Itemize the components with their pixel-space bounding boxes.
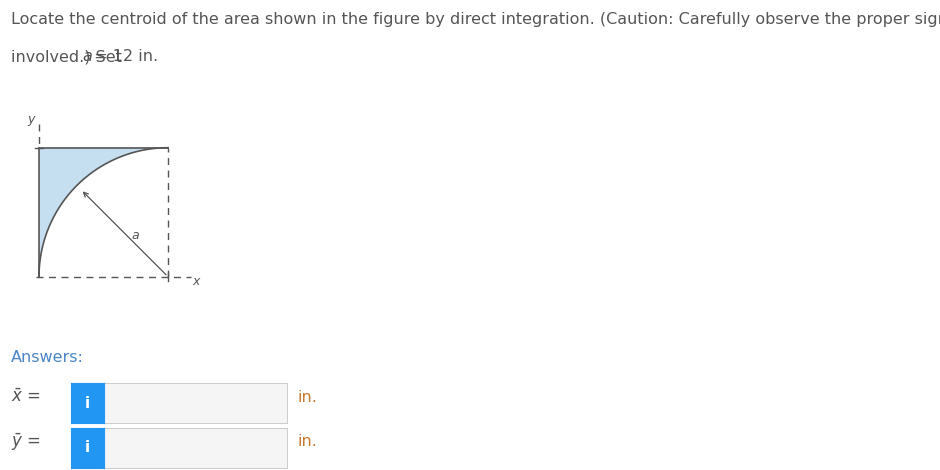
Text: i: i bbox=[85, 440, 90, 455]
Text: y: y bbox=[27, 113, 35, 126]
Text: $\bar{x}$ =: $\bar{x}$ = bbox=[11, 388, 41, 406]
Text: i: i bbox=[85, 396, 90, 410]
Text: a: a bbox=[83, 49, 92, 64]
Text: in.: in. bbox=[298, 434, 318, 449]
Text: $\bar{y}$ =: $\bar{y}$ = bbox=[11, 431, 41, 453]
Text: a: a bbox=[132, 228, 139, 242]
Text: Locate the centroid of the area shown in the figure by direct integration. (Caut: Locate the centroid of the area shown in… bbox=[11, 12, 940, 27]
Text: Answers:: Answers: bbox=[11, 350, 85, 365]
Text: in.: in. bbox=[298, 390, 318, 405]
Text: x: x bbox=[193, 275, 200, 289]
Text: = 12 in.: = 12 in. bbox=[89, 49, 158, 64]
Text: involved.) Set: involved.) Set bbox=[11, 49, 127, 64]
Polygon shape bbox=[39, 148, 168, 277]
